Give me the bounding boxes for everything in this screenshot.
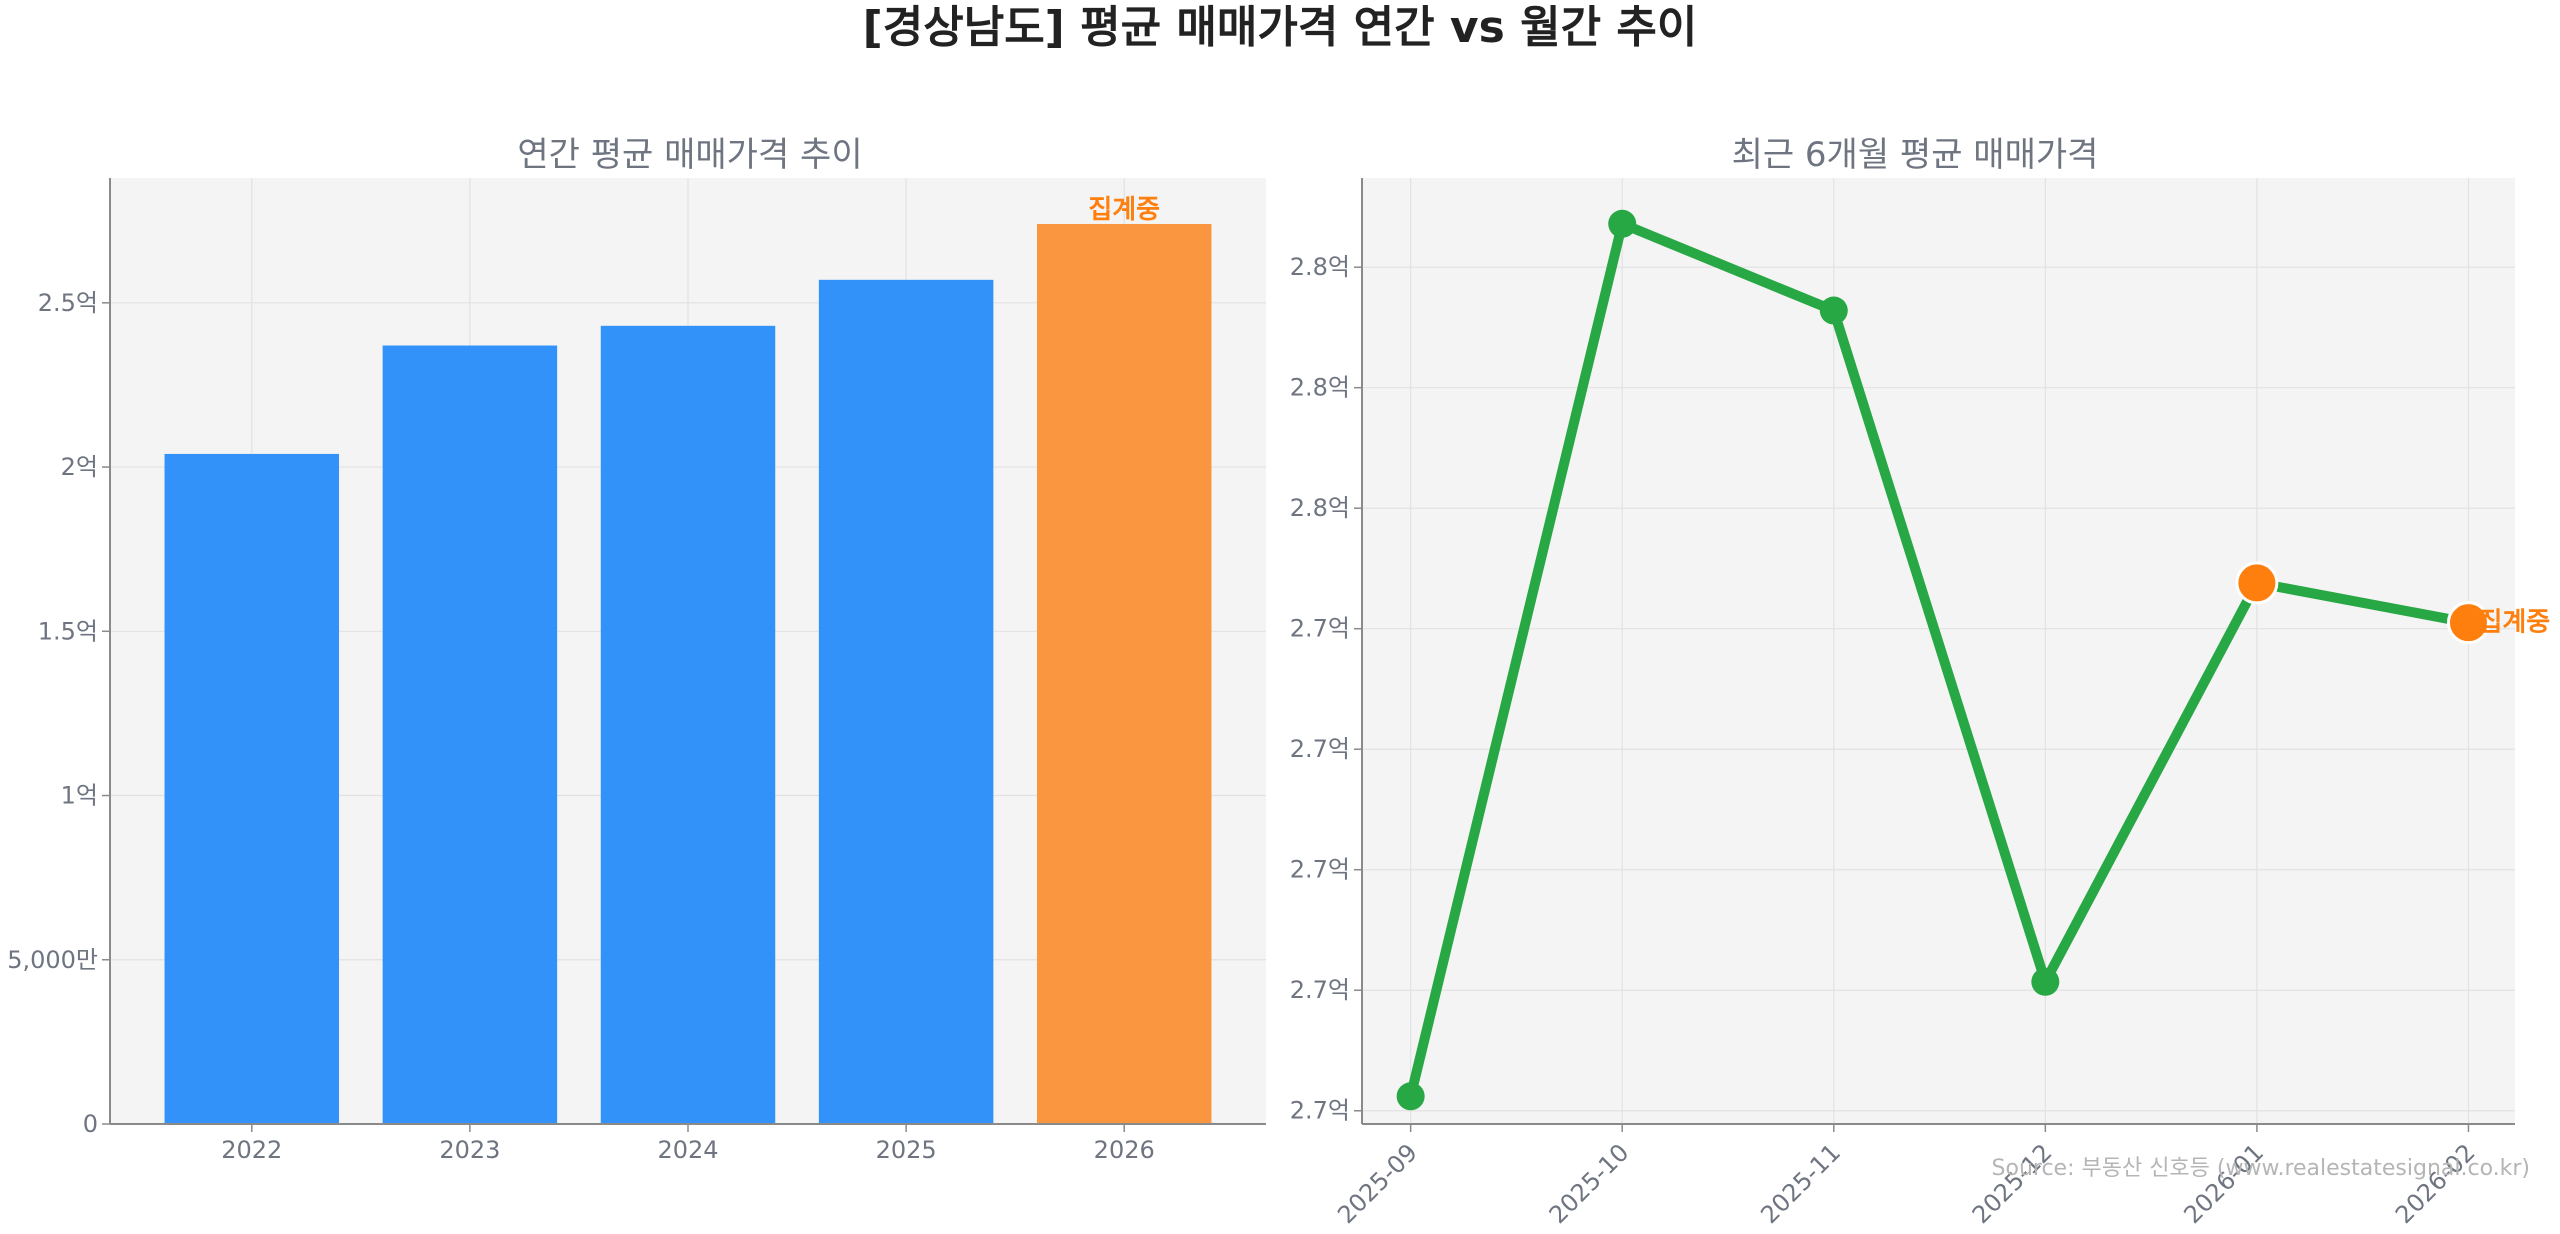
annual-x-tick-label: 2026 [1094, 1136, 1155, 1164]
annual-bars: 집계중 [164, 195, 1212, 1125]
annual-x-tick-label: 2025 [876, 1136, 937, 1164]
annual-chart-title: 연간 평균 매매가격 추이 [517, 135, 862, 175]
monthly-point-2025-09 [1396, 1082, 1425, 1111]
monthly-y-tick-label: 2.8억 [1290, 253, 1350, 281]
monthly-in-progress-label: 집계중 [2478, 608, 2550, 638]
monthly-point-2025-11 [1819, 296, 1848, 325]
annual-x-tick-label: 2024 [657, 1136, 718, 1164]
annual-y-tick-label: 5,000만 [7, 946, 98, 974]
annual-y-tick-label: 2억 [61, 453, 98, 481]
annual-bar-2026 [1036, 223, 1212, 1125]
monthly-y-tick-label: 2.7억 [1290, 856, 1350, 884]
monthly-point-2026-02 [2446, 601, 2490, 645]
annual-x-tick-label: 2023 [439, 1136, 500, 1164]
monthly-point-2025-10 [1608, 209, 1637, 238]
source-note: Source: 부동산 신호등 (www.realestatesignal.co… [1992, 1156, 2530, 1181]
annual-x-tick-label: 2022 [221, 1136, 282, 1164]
monthly-x-tick-label: 2026-01 [2178, 1138, 2269, 1229]
monthly-line-chart: 최근 6개월 평균 매매가격 집계중 2.7억2.7억2.7억2.7억2.7억2… [1290, 135, 2550, 1229]
annual-bar-chart: 연간 평균 매매가격 추이 집계중 0 5,000만 1억 1.5억 2억 2.5억 20… [7, 135, 1266, 1164]
monthly-y-tick-labels: 2.7억 2.7억 2.7억 2.7억 2.7억 2.8억 2.8억 2.8억 [1290, 253, 1362, 1125]
monthly-point-2026-01 [2235, 561, 2279, 605]
monthly-x-tick-label: 2025-10 [1544, 1138, 1635, 1229]
annual-y-tick-label: 1억 [61, 782, 98, 810]
figure-title: [경상남도] 평균 매매가격 연간 vs 월간 추이 [863, 2, 1698, 53]
monthly-point-2025-12 [2031, 967, 2060, 996]
monthly-y-tick-label: 2.7억 [1290, 735, 1350, 763]
monthly-chart-title: 최근 6개월 평균 매매가격 [1732, 135, 2099, 175]
monthly-x-tick-label: 2025-09 [1332, 1138, 1423, 1229]
annual-y-tick-label: 2.5억 [38, 289, 98, 317]
monthly-x-tick-label: 2025-12 [1967, 1138, 2058, 1229]
monthly-y-tick-label: 2.7억 [1290, 615, 1350, 643]
annual-y-tick-label: 0 [83, 1110, 98, 1138]
annual-bar-2025 [818, 279, 994, 1124]
monthly-series: 집계중 [1396, 209, 2550, 1111]
annual-x-tick-labels: 2022 2023 2024 2025 2026 [221, 1124, 1155, 1164]
annual-y-tick-labels: 0 5,000만 1억 1.5억 2억 2.5억 [7, 289, 110, 1138]
monthly-y-tick-label: 2.7억 [1290, 976, 1350, 1004]
annual-bar-2022 [164, 453, 340, 1125]
monthly-x-tick-label: 2025-11 [1755, 1138, 1846, 1229]
monthly-y-tick-label: 2.8억 [1290, 494, 1350, 522]
monthly-y-tick-label: 2.7억 [1290, 1097, 1350, 1125]
monthly-x-tick-label: 2026-02 [2390, 1138, 2481, 1229]
annual-bar-2024 [600, 325, 776, 1124]
annual-y-tick-label: 1.5억 [38, 617, 98, 645]
monthly-price-line [1405, 218, 2474, 1102]
monthly-y-tick-label: 2.8억 [1290, 374, 1350, 402]
annual-bar-2023 [382, 345, 558, 1124]
annual-in-progress-label: 집계중 [1088, 195, 1160, 225]
